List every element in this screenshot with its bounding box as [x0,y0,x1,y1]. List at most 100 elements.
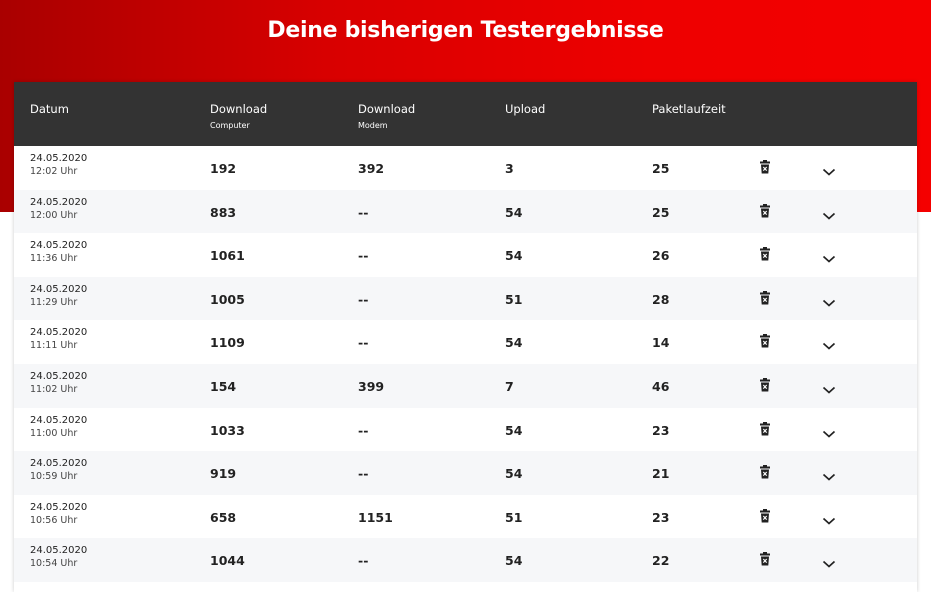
column-header: Paketlaufzeit [652,102,726,116]
cell-value: 21 [652,466,670,482]
cell-value: 14 [652,335,670,351]
expand-button[interactable] [822,293,836,312]
delete-button[interactable] [759,159,771,178]
expand-button[interactable] [822,249,836,268]
expand-button[interactable] [822,554,836,573]
cell-value: 54 [505,335,523,351]
cell-value: -- [358,422,369,438]
column-subheader: Modem [358,121,388,130]
cell-value: 46 [652,379,670,394]
time: 12:02 Uhr [30,166,78,177]
date: 24.05.2020 [30,545,88,557]
column-header: Upload [505,102,546,116]
time: 10:56 Uhr [30,514,78,526]
column-header: Datum [30,102,69,116]
cell-value: 7 [505,379,514,394]
table-row: 24.05.2020 10:54 Uhr 1044 -- 54 22 [14,538,917,582]
time: 10:54 Uhr [30,558,78,570]
cell-value: 883 [210,204,237,220]
time: 11:00 Uhr [30,427,78,439]
cell-value: 919 [210,466,237,482]
cell-value: -- [358,291,369,307]
date: 24.05.2020 [30,283,88,295]
date: 24.05.2020 [30,371,88,382]
table-row: 24.05.2020 11:00 Uhr 1033 -- 54 23 [14,408,917,452]
date: 24.05.2020 [30,501,88,513]
expand-button[interactable] [822,467,836,486]
cell-value: 1061 [210,248,245,264]
cell-value: 1033 [210,422,245,438]
delete-button[interactable] [759,290,771,309]
cell-value: -- [358,466,369,482]
date: 24.05.2020 [30,240,88,252]
expand-button[interactable] [822,206,836,225]
date: 24.05.2020 [30,458,88,470]
column-subheader: Computer [210,121,250,130]
cell-value: 3 [505,161,514,176]
time: 11:29 Uhr [30,296,78,308]
cell-value: 54 [505,248,523,264]
delete-button[interactable] [759,508,771,527]
cell-value: 154 [210,379,237,394]
date: 24.05.2020 [30,196,88,208]
table-row: 24.05.2020 12:02 Uhr 192 392 3 25 [14,146,917,190]
date: 24.05.2020 [30,414,88,426]
cell-value: 26 [652,248,670,264]
cell-value: 1109 [210,335,245,351]
time: 11:11 Uhr [30,340,78,352]
date: 24.05.2020 [30,153,88,164]
cell-value: 192 [210,161,237,176]
expand-button[interactable] [822,511,836,530]
cell-value: -- [358,248,369,264]
expand-button[interactable] [822,380,836,399]
time: 10:59 Uhr [30,471,78,483]
delete-button[interactable] [759,551,771,570]
delete-button[interactable] [759,377,771,396]
cell-value: -- [358,553,369,569]
cell-value: 54 [505,204,523,220]
column-header: Download [210,102,268,116]
expand-button[interactable] [822,336,836,355]
cell-value: 25 [652,161,670,176]
expand-button[interactable] [822,424,836,443]
cell-value: 28 [652,291,670,307]
cell-value: 54 [505,422,523,438]
cell-value: 1005 [210,291,245,307]
time: 11:02 Uhr [30,384,78,395]
cell-value: 51 [505,291,523,307]
table-row: 24.05.2020 11:11 Uhr 1109 -- 54 14 [14,320,917,364]
page-title: Deine bisherigen Testergebnisse [267,18,664,43]
cell-value: 658 [210,509,237,525]
cell-value: 54 [505,553,523,569]
cell-value: -- [358,335,369,351]
date: 24.05.2020 [30,327,88,339]
cell-value: 51 [505,509,523,525]
delete-button[interactable] [759,246,771,265]
cell-value: 23 [652,509,670,525]
delete-button[interactable] [759,464,771,483]
column-header: Download [358,102,416,116]
results-table: Datum Download Computer Download Modem Upload… [14,82,917,592]
table-row: 24.05.2020 12:00 Uhr 883 -- 54 25 [14,189,917,234]
delete-button[interactable] [759,421,771,440]
expand-button[interactable] [822,162,836,181]
delete-button[interactable] [759,333,771,352]
cell-value: 23 [652,422,670,438]
table-row: 24.05.2020 10:59 Uhr 919 -- 54 21 [14,451,917,495]
cell-value: 1151 [358,509,393,525]
cell-value: 1044 [210,553,245,569]
time: 12:00 Uhr [30,209,78,221]
table-row: 24.05.2020 10:56 Uhr 658 1151 51 23 [14,495,917,539]
table-header: Datum Download Computer Download Modem Upload… [14,82,917,146]
cell-value: 399 [358,379,385,394]
cell-value: 25 [652,204,670,220]
time: 11:36 Uhr [30,253,78,265]
cell-value: 392 [358,161,385,176]
delete-button[interactable] [759,203,771,222]
table-row: 24.05.2020 11:02 Uhr 154 399 7 46 [14,364,917,408]
cell-value: 54 [505,466,523,482]
cell-value: 22 [652,553,670,569]
cell-value: -- [358,204,369,220]
table-row: 24.05.2020 11:36 Uhr 1061 -- 54 26 [14,233,917,277]
